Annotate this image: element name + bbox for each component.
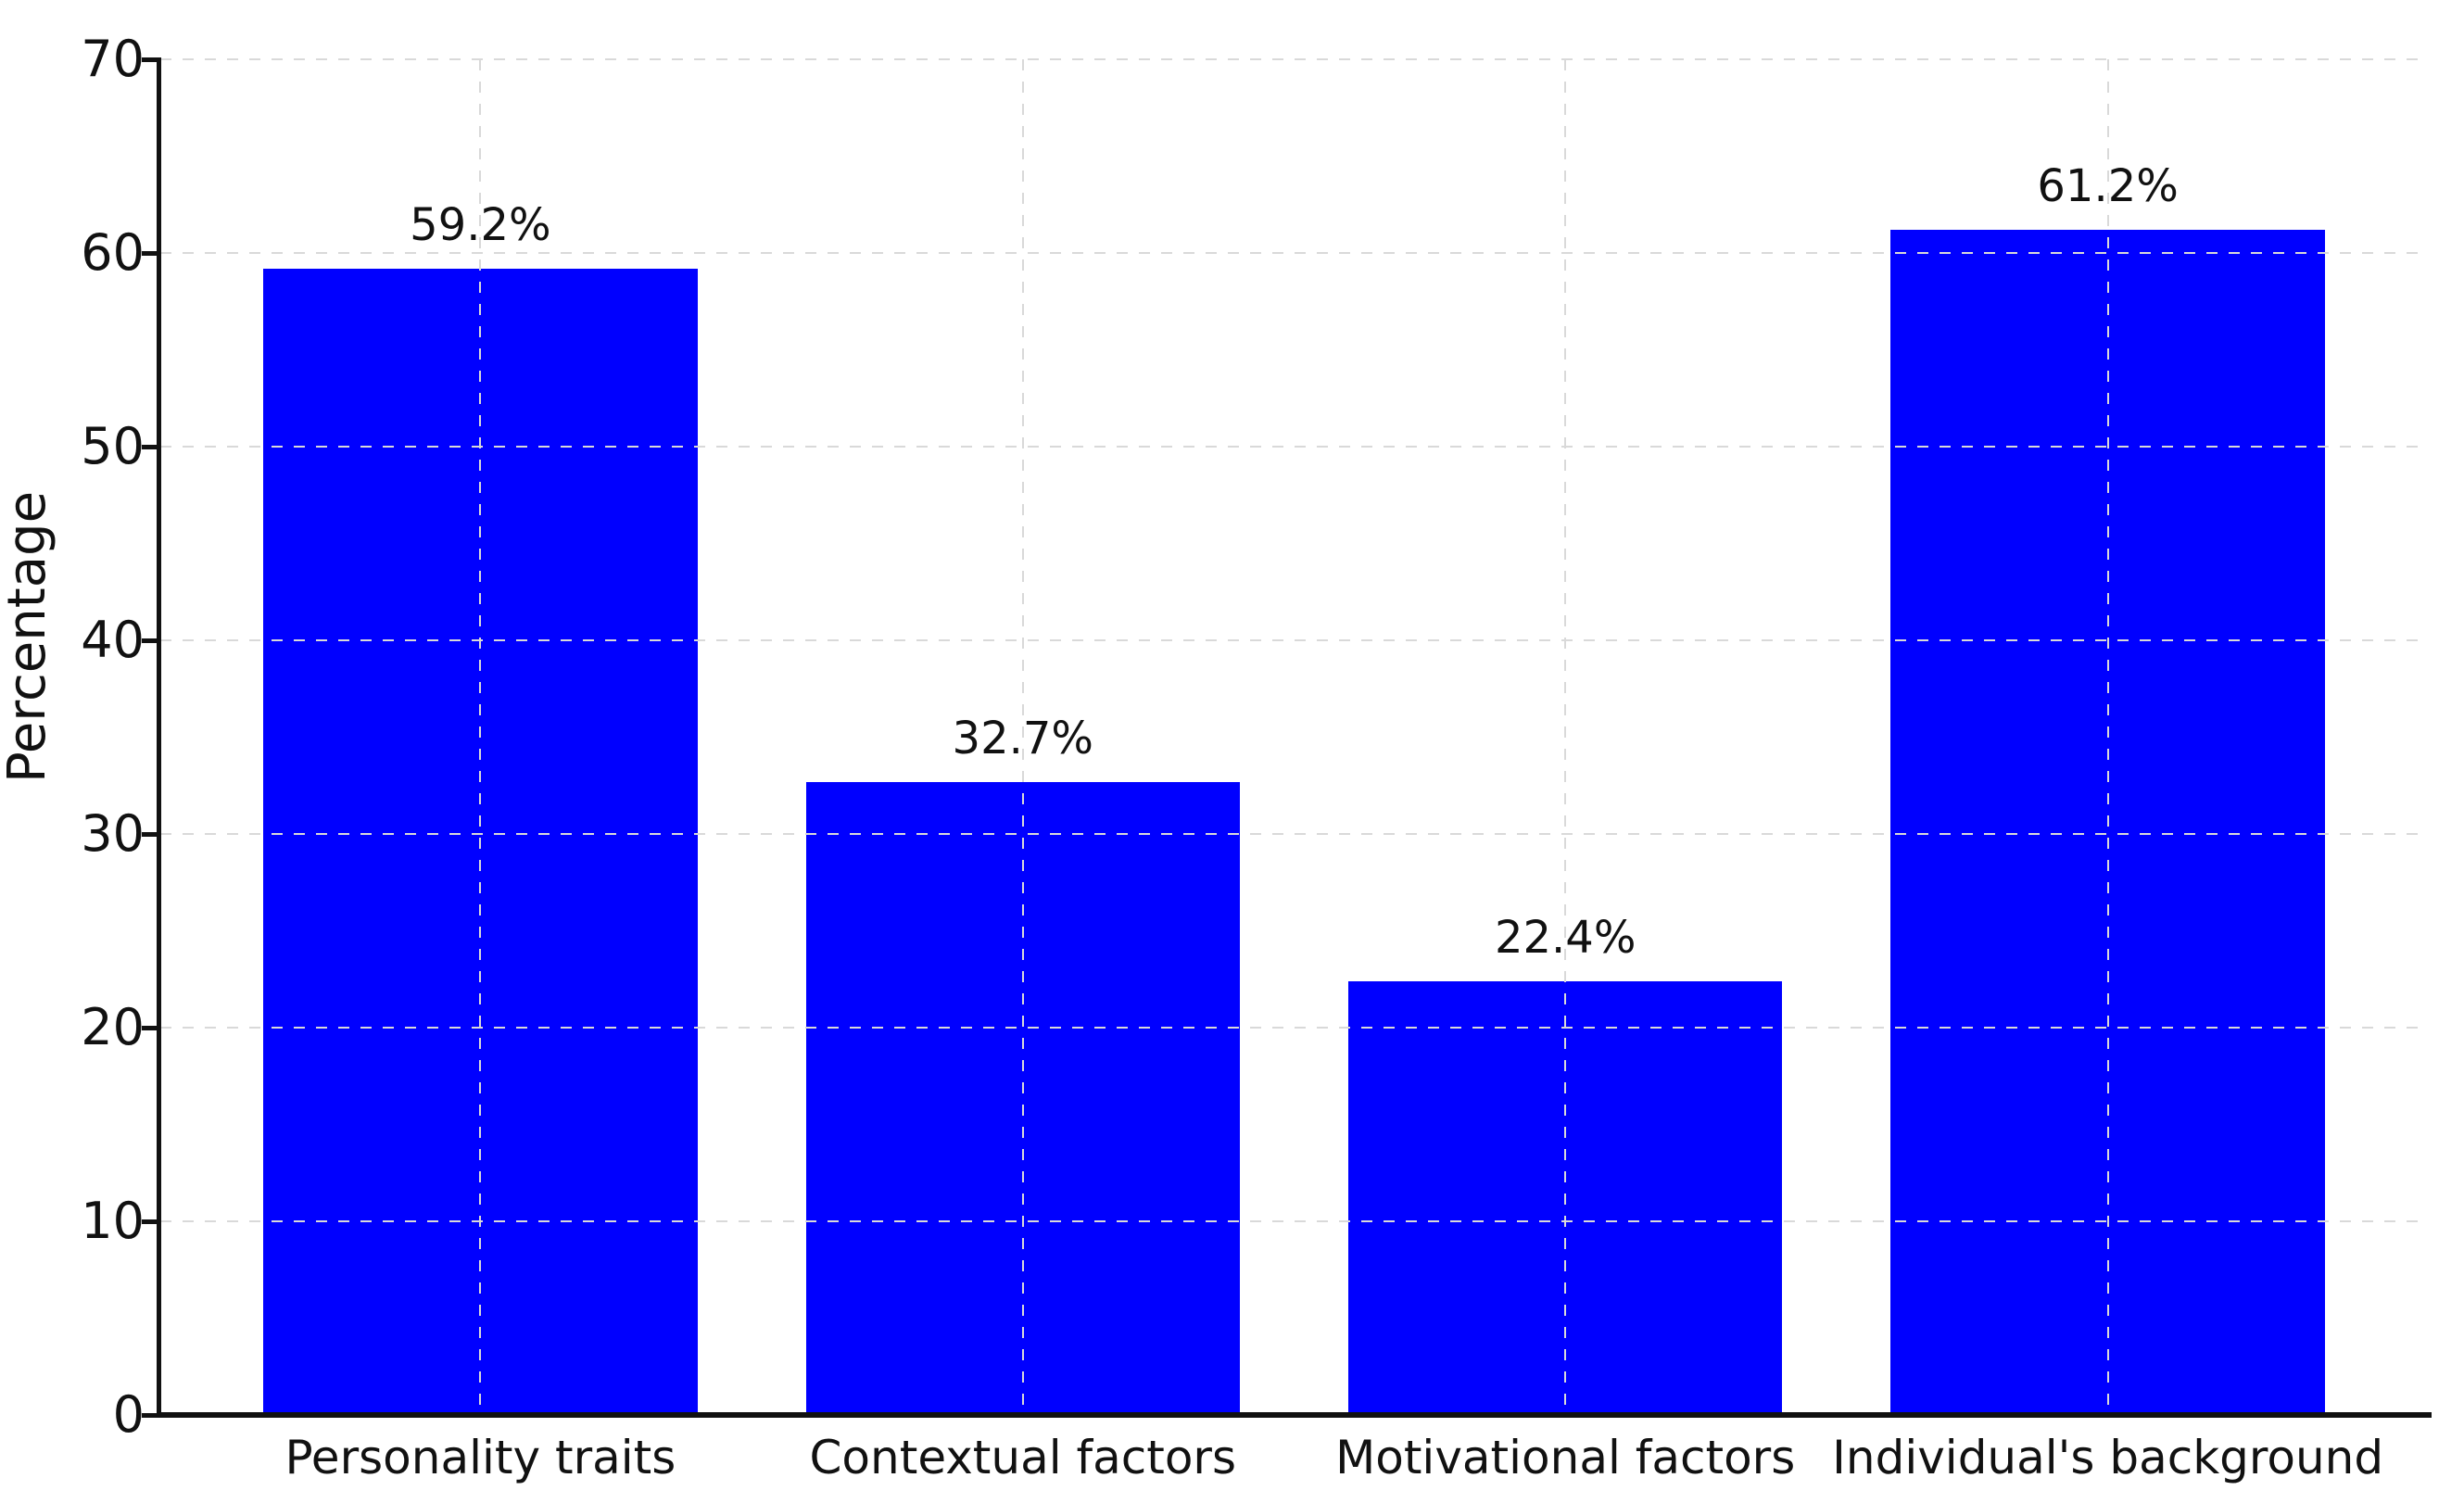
- h-gridline: [160, 639, 2428, 641]
- y-axis-spine: [157, 57, 161, 1418]
- v-gridline: [1564, 59, 1567, 1415]
- y-tick-mark: [142, 57, 158, 62]
- y-tick-mark: [142, 445, 158, 449]
- h-gridline: [160, 58, 2428, 60]
- bar-value-label: 59.2%: [410, 198, 551, 251]
- x-category-label: Individual's background: [1832, 1431, 2384, 1484]
- y-tick-label: 70: [81, 30, 145, 88]
- x-axis-spine: [157, 1412, 2432, 1418]
- h-gridline: [160, 446, 2428, 448]
- y-tick-label: 10: [81, 1192, 145, 1250]
- x-category-label: Personality traits: [284, 1431, 676, 1484]
- y-tick-label: 20: [81, 998, 145, 1056]
- h-gridline: [160, 1220, 2428, 1222]
- y-axis-label: Percentage: [0, 490, 57, 783]
- bar-value-label: 61.2%: [2037, 159, 2179, 212]
- h-gridline: [160, 252, 2428, 254]
- y-tick-mark: [142, 638, 158, 643]
- y-tick-mark: [142, 832, 158, 837]
- v-gridline: [1021, 59, 1024, 1415]
- x-category-label: Motivational factors: [1335, 1431, 1796, 1484]
- y-tick-mark: [142, 251, 158, 256]
- x-category-label: Contextual factors: [809, 1431, 1237, 1484]
- h-gridline: [160, 833, 2428, 835]
- y-tick-label: 0: [112, 1385, 145, 1444]
- y-tick-label: 40: [81, 611, 145, 669]
- y-tick-mark: [142, 1219, 158, 1224]
- bar-value-label: 32.7%: [952, 712, 1094, 764]
- bar-value-label: 22.4%: [1494, 911, 1636, 964]
- y-tick-mark: [142, 1413, 158, 1418]
- y-tick-label: 30: [81, 804, 145, 863]
- y-tick-label: 60: [81, 223, 145, 282]
- y-tick-mark: [142, 1026, 158, 1030]
- v-gridline: [2106, 59, 2109, 1415]
- y-tick-label: 50: [81, 417, 145, 475]
- h-gridline: [160, 1027, 2428, 1029]
- v-gridline: [479, 59, 482, 1415]
